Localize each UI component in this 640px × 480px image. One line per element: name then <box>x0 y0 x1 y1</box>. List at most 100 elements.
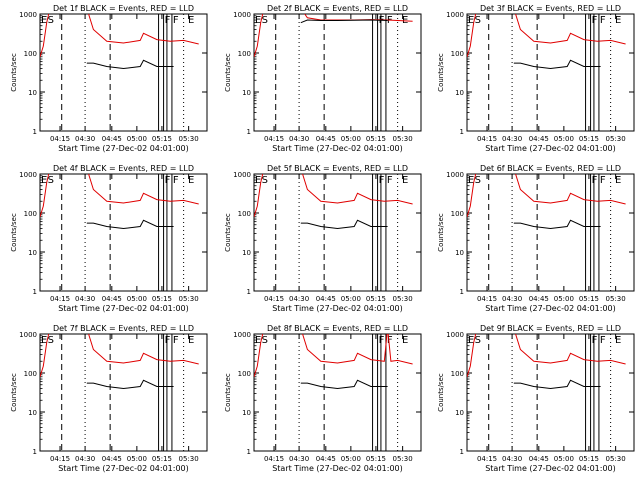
x-tick-label: 05:15 <box>366 455 386 463</box>
x-axis-label: Start Time (27-Dec-02 04:01:00) <box>485 304 616 313</box>
interval-marker-label: E <box>402 335 408 346</box>
x-axis-label: Start Time (27-Dec-02 04:01:00) <box>58 464 189 473</box>
x-tick-label: 05:15 <box>152 135 172 143</box>
interval-marker-label: S <box>475 175 481 186</box>
interval-marker-label: F <box>600 15 606 26</box>
detector-panel-7: Det 7f BLACK = Events, RED = LLD 1 10 100 10… <box>10 324 208 473</box>
lld-series-line <box>40 14 199 57</box>
x-axis-label: Start Time (27-Dec-02 04:01:00) <box>58 304 189 313</box>
y-tick-label: 1 <box>33 448 37 456</box>
detector-panel-5: Det 5f BLACK = Events, RED = LLD 1 10 100 10… <box>224 164 422 313</box>
lld-series-line <box>40 334 199 377</box>
interval-marker-label: F <box>387 335 393 346</box>
x-tick-label: 05:15 <box>366 135 386 143</box>
interval-marker-label: E <box>468 175 474 186</box>
x-tick-label: 04:45 <box>102 135 122 143</box>
lld-series-line <box>467 14 626 57</box>
interval-marker-label: E <box>41 15 47 26</box>
y-tick-label: 1 <box>33 128 37 136</box>
y-tick-label: 100 <box>24 50 37 58</box>
detector-panel-9: Det 9f BLACK = Events, RED = LLD 1 10 100 10… <box>437 324 635 473</box>
panel-title: Det 3f BLACK = Events, RED = LLD <box>480 4 621 13</box>
lld-series-line <box>254 334 413 377</box>
x-tick-label: 04:15 <box>264 455 284 463</box>
y-tick-label: 1 <box>247 128 251 136</box>
x-tick-label: 04:45 <box>316 455 336 463</box>
y-tick-label: 1000 <box>233 11 251 19</box>
x-tick-label: 05:00 <box>127 295 147 303</box>
x-axis-label: Start Time (27-Dec-02 04:01:00) <box>485 144 616 153</box>
y-axis-label: Counts/sec <box>437 373 445 412</box>
x-tick-label: 04:30 <box>289 455 309 463</box>
panel-title: Det 5f BLACK = Events, RED = LLD <box>267 164 408 173</box>
panel-title: Det 6f BLACK = Events, RED = LLD <box>480 164 621 173</box>
x-tick-label: 04:45 <box>529 295 549 303</box>
y-tick-label: 1 <box>460 288 464 296</box>
y-tick-label: 10 <box>28 409 37 417</box>
events-series-line <box>513 379 601 390</box>
interval-marker-label: F <box>600 175 606 186</box>
x-axis-label: Start Time (27-Dec-02 04:01:00) <box>272 304 403 313</box>
x-tick-label: 05:30 <box>606 455 626 463</box>
interval-marker-label: E <box>615 175 621 186</box>
lld-series-line <box>467 334 626 377</box>
x-tick-label: 04:15 <box>50 455 70 463</box>
y-tick-label: 1 <box>460 448 464 456</box>
y-tick-label: 100 <box>24 370 37 378</box>
interval-marker-label: S <box>262 175 268 186</box>
interval-marker-label: S <box>262 15 268 26</box>
y-tick-label: 100 <box>24 210 37 218</box>
x-tick-label: 05:30 <box>393 295 413 303</box>
events-series-line <box>300 379 388 390</box>
panel-title: Det 2f BLACK = Events, RED = LLD <box>267 4 408 13</box>
y-tick-label: 10 <box>28 249 37 257</box>
x-tick-label: 04:45 <box>529 455 549 463</box>
x-tick-label: 05:15 <box>579 135 599 143</box>
detector-panel-6: Det 6f BLACK = Events, RED = LLD 1 10 100 10… <box>437 164 635 313</box>
x-tick-label: 04:15 <box>477 455 497 463</box>
x-tick-label: 04:30 <box>502 135 522 143</box>
x-axis-label: Start Time (27-Dec-02 04:01:00) <box>272 144 403 153</box>
y-axis-label: Counts/sec <box>437 213 445 252</box>
interval-marker-label: S <box>48 15 54 26</box>
y-tick-label: 10 <box>242 89 251 97</box>
interval-marker-label: S <box>475 335 481 346</box>
interval-marker-label: E <box>255 335 261 346</box>
y-tick-label: 1000 <box>19 331 37 339</box>
interval-marker-label: E <box>402 175 408 186</box>
x-tick-label: 04:45 <box>316 135 336 143</box>
x-tick-label: 04:30 <box>75 135 95 143</box>
interval-marker-label: F <box>173 175 179 186</box>
lld-series-line <box>254 174 413 217</box>
x-tick-label: 04:30 <box>75 295 95 303</box>
x-tick-label: 05:15 <box>579 295 599 303</box>
y-tick-label: 1000 <box>233 331 251 339</box>
y-tick-label: 1000 <box>19 171 37 179</box>
events-series-line <box>300 219 388 230</box>
x-tick-label: 05:00 <box>554 455 574 463</box>
x-tick-label: 04:15 <box>50 295 70 303</box>
y-tick-label: 10 <box>242 249 251 257</box>
lld-series-line <box>40 174 199 217</box>
interval-marker-label: F <box>165 15 171 26</box>
x-tick-label: 05:15 <box>152 295 172 303</box>
axes-frame <box>253 333 422 452</box>
panel-title: Det 9f BLACK = Events, RED = LLD <box>480 324 621 333</box>
y-tick-label: 1 <box>460 128 464 136</box>
interval-marker-label: F <box>592 15 598 26</box>
y-tick-label: 1000 <box>446 11 464 19</box>
interval-marker-label: E <box>468 15 474 26</box>
axes-frame <box>466 13 635 132</box>
x-tick-label: 04:15 <box>50 135 70 143</box>
x-axis-label: Start Time (27-Dec-02 04:01:00) <box>485 464 616 473</box>
interval-marker-label: F <box>173 15 179 26</box>
interval-marker-label: E <box>41 175 47 186</box>
detector-panel-3: Det 3f BLACK = Events, RED = LLD 1 10 100 10… <box>437 4 635 153</box>
x-tick-label: 05:30 <box>179 135 199 143</box>
x-tick-label: 05:30 <box>393 455 413 463</box>
x-tick-label: 05:00 <box>341 135 361 143</box>
interval-marker-label: E <box>615 335 621 346</box>
x-tick-label: 05:00 <box>341 455 361 463</box>
interval-marker-label: E <box>188 15 194 26</box>
axes-frame <box>39 13 208 132</box>
